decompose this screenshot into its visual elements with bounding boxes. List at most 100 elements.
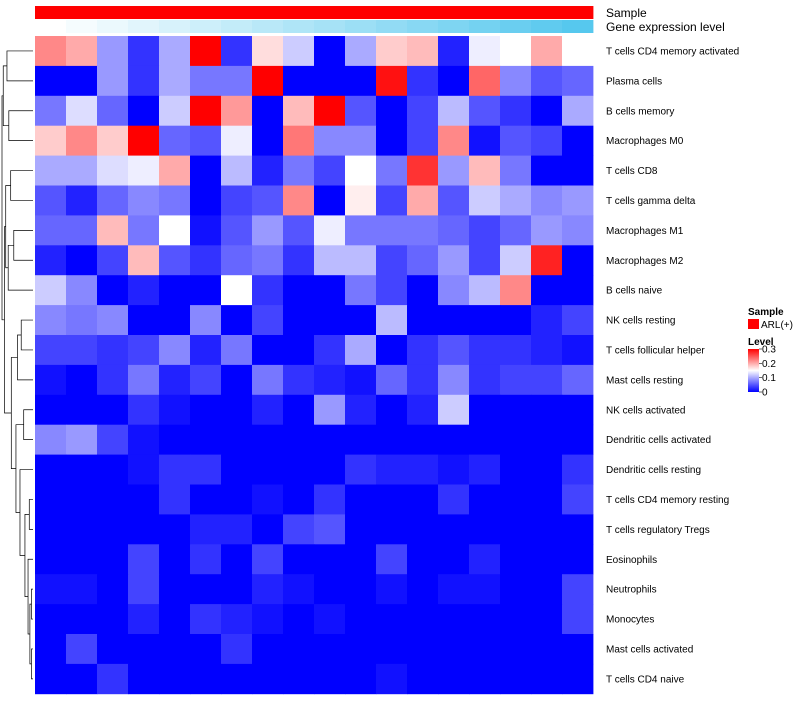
heatmap-cell bbox=[314, 125, 346, 156]
row-label: Monocytes bbox=[606, 615, 654, 626]
heatmap-cell bbox=[66, 544, 98, 575]
heatmap-cell bbox=[531, 604, 563, 635]
heatmap-cell bbox=[500, 514, 532, 545]
heatmap-cell bbox=[97, 604, 129, 635]
heatmap-cell bbox=[376, 514, 408, 545]
heatmap-cell bbox=[500, 185, 532, 216]
heatmap-cell bbox=[97, 215, 129, 246]
heatmap-cell bbox=[35, 305, 67, 336]
heatmap-cell bbox=[252, 95, 284, 127]
heatmap-cell bbox=[562, 663, 594, 695]
row-dendrogram bbox=[1, 50, 33, 680]
heatmap-cell bbox=[221, 95, 253, 127]
heatmap-cell bbox=[376, 36, 408, 67]
heatmap-cell bbox=[159, 305, 191, 336]
expression-annotation-cell bbox=[562, 20, 594, 33]
heatmap-cell bbox=[190, 305, 222, 336]
heatmap-cell bbox=[128, 574, 160, 605]
heatmap-cell bbox=[35, 604, 67, 635]
heatmap-cell bbox=[376, 634, 408, 665]
heatmap-cell bbox=[190, 604, 222, 635]
heatmap-cell bbox=[531, 634, 563, 665]
heatmap-cell bbox=[190, 95, 222, 127]
sample-annotation-cell bbox=[500, 6, 532, 19]
heatmap-cell bbox=[345, 125, 377, 156]
heatmap-cell bbox=[376, 65, 408, 97]
heatmap-cell bbox=[283, 544, 315, 575]
heatmap-cell bbox=[531, 574, 563, 605]
heatmap-cell bbox=[438, 663, 470, 695]
heatmap-cell bbox=[500, 155, 532, 186]
heatmap-cell bbox=[469, 185, 501, 216]
heatmap-cell bbox=[97, 424, 129, 455]
heatmap-cell bbox=[190, 394, 222, 426]
heatmap-cell bbox=[438, 335, 470, 366]
heatmap-cell bbox=[66, 454, 98, 485]
heatmap-cell bbox=[438, 305, 470, 336]
heatmap-cell bbox=[407, 65, 439, 97]
heatmap-cell bbox=[128, 454, 160, 485]
heatmap-cell bbox=[562, 95, 594, 127]
heatmap-cell bbox=[221, 514, 253, 545]
heatmap-cell bbox=[128, 364, 160, 396]
heatmap-cell bbox=[469, 663, 501, 695]
heatmap-cell bbox=[314, 514, 346, 545]
dendrogram-branch bbox=[27, 558, 33, 635]
expression-annotation-cell bbox=[531, 20, 563, 33]
heatmap-cell bbox=[314, 484, 346, 515]
heatmap-cell bbox=[345, 65, 377, 97]
dendrogram-branch bbox=[2, 65, 9, 127]
sample-annotation-cell bbox=[562, 6, 594, 19]
heatmap-cell bbox=[438, 65, 470, 97]
heatmap-cell bbox=[562, 574, 594, 605]
dendrogram-branch bbox=[10, 357, 18, 469]
dendrogram-branch bbox=[24, 514, 30, 597]
heatmap-cell bbox=[66, 663, 98, 695]
heatmap-cell bbox=[221, 544, 253, 575]
heatmap-cell bbox=[252, 424, 284, 455]
heatmap-cell bbox=[190, 663, 222, 695]
legend-level-tick-label: 0.3 bbox=[762, 345, 776, 356]
heatmap-cell bbox=[283, 125, 315, 156]
heatmap-cell bbox=[531, 245, 563, 276]
heatmap-cell bbox=[314, 394, 346, 426]
heatmap-cell bbox=[500, 454, 532, 485]
heatmap-cell bbox=[531, 275, 563, 306]
dendrogram-branch bbox=[13, 230, 33, 261]
legend-level-tick-label: 0.2 bbox=[762, 359, 776, 370]
heatmap-cell bbox=[500, 125, 532, 156]
heatmap-cell bbox=[159, 514, 191, 545]
heatmap-cell bbox=[252, 245, 284, 276]
heatmap-cell bbox=[66, 394, 98, 426]
heatmap-cell bbox=[469, 215, 501, 246]
heatmap-cell bbox=[252, 155, 284, 186]
heatmap-cell bbox=[159, 364, 191, 396]
heatmap-cell bbox=[562, 125, 594, 156]
heatmap-cell bbox=[500, 574, 532, 605]
heatmap-cell bbox=[35, 245, 67, 276]
expression-annotation-label: Gene expression level bbox=[606, 20, 725, 34]
heatmap-cell bbox=[35, 95, 67, 127]
heatmap-cell bbox=[128, 484, 160, 515]
heatmap-cell bbox=[159, 245, 191, 276]
heatmap-cell bbox=[190, 634, 222, 665]
heatmap-cell bbox=[159, 185, 191, 216]
heatmap-cell bbox=[314, 275, 346, 306]
heatmap-cell bbox=[221, 155, 253, 186]
heatmap-cell bbox=[283, 574, 315, 605]
heatmap-cell bbox=[128, 335, 160, 366]
heatmap-cell bbox=[221, 125, 253, 156]
sample-annotation-cell bbox=[159, 6, 191, 19]
heatmap-cell bbox=[190, 364, 222, 396]
heatmap-cell bbox=[407, 155, 439, 186]
heatmap-cell bbox=[128, 424, 160, 455]
heatmap-cell bbox=[500, 544, 532, 575]
heatmap-cell bbox=[469, 245, 501, 276]
heatmap-cell bbox=[97, 514, 129, 545]
heatmap-cell bbox=[66, 36, 98, 67]
dendrogram-branch bbox=[8, 110, 33, 141]
heatmap-cell bbox=[283, 424, 315, 455]
heatmap-cell bbox=[438, 125, 470, 156]
heatmap-cell bbox=[562, 65, 594, 97]
